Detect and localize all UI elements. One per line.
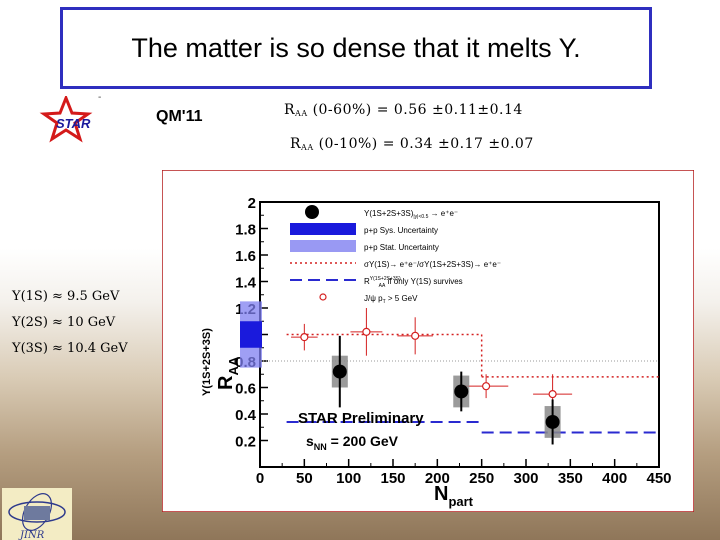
jpsi-point [300, 333, 309, 342]
legend-label: J/ψ pT > 5 GeV [364, 294, 418, 305]
title-box: The matter is so dense that it melts Y. [60, 7, 652, 89]
raa-c-sub: AA [301, 143, 314, 152]
jpsi-point [411, 331, 420, 340]
legend-label: Υ(1S+2S+3S)|y|<0.5 → e⁺e⁻ [364, 209, 458, 220]
x-tick-label: 250 [469, 470, 494, 487]
legend-label-label_tail: if only Υ(1S) survives [385, 277, 462, 286]
x-tick-label: 100 [336, 470, 361, 487]
energy-suffix: = 200 GeV [327, 433, 399, 449]
y-axis-label-super: Υ(1S+2S+3S) [201, 328, 213, 396]
x-axis-label-sub: part [448, 494, 473, 509]
jpsi-point [482, 382, 491, 391]
x-tick-label: 400 [602, 470, 627, 487]
legend-label-label_tail: → e⁺e⁻ [428, 209, 458, 218]
raa-c-text: (0-10%) = 0.34 ±0.17 ±0.07 [318, 136, 534, 152]
jinr-text: JINR [18, 530, 45, 540]
x-axis-label-main: N [434, 483, 448, 505]
legend-label-label_sub: AA [379, 283, 386, 289]
x-tick-label: 450 [646, 470, 671, 487]
x-tick-label: 150 [380, 470, 405, 487]
legend-label: p+p Sys. Uncertainty [364, 226, 438, 235]
svg-text:sNN = 200 GeV: sNN = 200 GeV [306, 433, 399, 452]
x-tick-label: 200 [425, 470, 450, 487]
star-icon [39, 96, 93, 143]
energy-annotation: sNN = 200 GeV [306, 433, 399, 452]
legend-label-label_main: R [364, 277, 370, 286]
raa-mb-prefix: R [284, 102, 296, 118]
y-tick-label: 1.8 [235, 222, 256, 239]
legend-upsilon-marker [305, 205, 319, 219]
raa-central-formula: RAA (0-10%) = 0.34 ±0.17 ±0.07 [290, 136, 534, 152]
jinr-logo: JINR [2, 488, 72, 540]
star-logo: STAR [34, 96, 98, 144]
energy-prefix: s [306, 433, 314, 449]
raa-mb-text: (0-60%) = 0.56 ±0.11±0.14 [312, 102, 523, 118]
y-tick-label: 2 [248, 195, 256, 212]
conference-label: QM'11 [156, 108, 203, 125]
legend-label-label_main: J/ψ p [364, 294, 383, 303]
legend-label: σΥ(1S)→ e⁺e⁻/σΥ(1S+2S+3S)→ e⁺e⁻ [364, 260, 501, 269]
y-axis-label: RAA [215, 356, 241, 390]
raa-c-prefix: R [290, 136, 302, 152]
state-1s: Υ(1S) ≈ 9.5 GeV [12, 289, 120, 304]
logo-dash: - [98, 92, 102, 103]
raa-minbias-formula: RAA (0-60%) = 0.56 ±0.11±0.14 [284, 102, 523, 118]
y-tick-label: 0.6 [235, 381, 256, 398]
state-3s: Υ(3S) ≈ 10.4 GeV [12, 341, 128, 356]
x-tick-label: 0 [256, 470, 264, 487]
legend-label-label_sup: Υ(1S+2S+3S) [370, 276, 401, 282]
y-axis-label-main: R [215, 375, 237, 390]
energy-sub: NN [314, 442, 327, 452]
upsilon-states-list: Υ(1S) ≈ 9.5 GeV Υ(2S) ≈ 10 GeV Υ(3S) ≈ 1… [12, 284, 128, 362]
y-tick-label: 0.2 [235, 434, 256, 451]
preliminary-annotation: STAR Preliminary [298, 410, 424, 427]
upsilon-point [454, 384, 469, 399]
legend-label-label_main: σΥ(1S)→ e⁺e⁻/σΥ(1S+2S+3S)→ e⁺e⁻ [364, 260, 501, 269]
legend-label: RΥ(1S+2S+3S) AA if only Υ(1S) survives [364, 276, 463, 289]
y-tick-label: 1.4 [235, 275, 257, 292]
legend-label-label_sub: |y|<0.5 [413, 214, 428, 220]
upsilon-point [332, 364, 347, 379]
legend-label-label_tail: > 5 GeV [386, 294, 418, 303]
jinr-orbit-icon [8, 501, 66, 523]
legend-label-label_main: p+p Sys. Uncertainty [364, 226, 438, 235]
legend-label-label_main: Υ(1S+2S+3S) [364, 209, 414, 218]
jinr-building-icon [24, 506, 50, 520]
x-axis-label: Npart [434, 483, 474, 509]
x-tick-label: 300 [513, 470, 538, 487]
jpsi-point [362, 327, 371, 336]
y-tick-label: 0.4 [235, 407, 257, 424]
y-tick-label: 1.6 [235, 248, 256, 265]
raa-plot: 0.20.40.60.811.21.41.61.8205010015020025… [162, 170, 694, 512]
upsilon-point [545, 414, 560, 429]
raa-mb-sub: AA [295, 109, 308, 118]
x-tick-label: 350 [558, 470, 583, 487]
legend-sys-box [290, 223, 356, 235]
legend-label-label_sub: T [383, 299, 386, 305]
star-logo-text: STAR [56, 116, 91, 131]
y-axis-label-sub: AA [226, 356, 241, 375]
legend-label: p+p Stat. Uncertainty [364, 243, 439, 252]
state-2s: Υ(2S) ≈ 10 GeV [12, 315, 116, 330]
x-tick-label: 50 [296, 470, 313, 487]
jpsi-point [548, 390, 557, 399]
slide-title: The matter is so dense that it melts Y. [131, 32, 581, 63]
pp-sys-band [240, 321, 262, 348]
raa-plot-svg: 0.20.40.60.811.21.41.61.8205010015020025… [162, 170, 694, 512]
legend-stat-box [290, 240, 356, 252]
legend-label-label_main: p+p Stat. Uncertainty [364, 243, 439, 252]
legend-jpsi-marker [319, 293, 327, 301]
